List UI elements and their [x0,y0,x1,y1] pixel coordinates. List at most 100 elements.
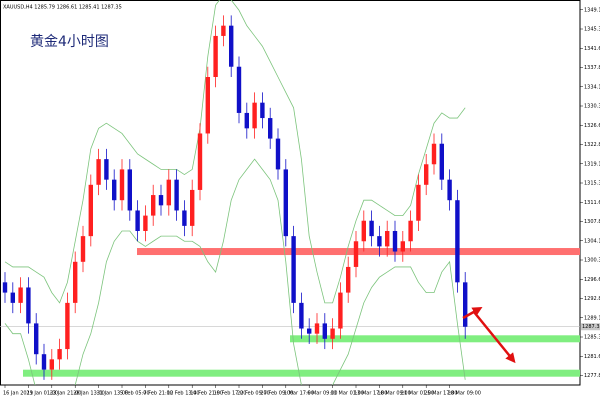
y-tick-label: 1319.10 [584,161,600,167]
candle-body [229,25,234,67]
y-tick-label: 1300.35 [584,258,600,264]
x-tick-label: 22 Feb 09:00 [237,391,270,397]
candle-body [205,77,210,134]
x-tick-label: 13 Mar 17:00 [354,391,387,397]
last-price-box [581,323,600,331]
candle-body [455,200,460,283]
candle-body [268,118,273,139]
candle-body [353,241,359,267]
candle-body [307,328,312,334]
y-tick-label: 1307.85 [584,219,600,225]
candle-body [385,231,390,247]
candle-body [377,236,382,247]
candle-body [158,195,164,206]
candle-body [18,287,23,303]
x-tick-label: 1 Mar 17:00 [284,391,314,397]
candle-body [291,236,296,303]
candle-body [260,102,265,119]
candle-body [2,282,8,293]
candle-body [65,302,70,350]
level-band [23,369,580,377]
arrow [473,311,516,364]
y-tick-label: 1281.60 [584,354,600,360]
candle-body [221,25,226,36]
bollinger-lower [4,158,466,385]
candle-body [174,179,179,211]
candle-body [299,302,304,329]
candle-body [80,236,86,262]
x-tick-label: 11 Mar 01:00 [331,391,364,397]
candle-body [424,164,429,185]
candle-body [283,169,288,237]
x-tick-label: 21 Jan 01:00 [26,391,58,397]
candle-body [96,159,101,185]
arrow [462,307,483,320]
x-tick-label: 6 Mar 09:00 [307,391,337,397]
candle-body [330,328,335,339]
x-tick-label: 5 Feb 05:00 [120,391,150,397]
x-tick-label: 16 Jan 2019 [3,391,33,397]
y-tick-label: 1345.35 [584,27,600,33]
candle-body [34,323,39,355]
y-tick-label: 1326.60 [584,123,600,129]
y-tick-label: 1289.10 [584,315,600,321]
candle-body [416,184,421,221]
candle-body [119,169,125,201]
candle-body [322,323,327,339]
candle-body [252,102,257,129]
candle-body [338,292,343,329]
candle-body [57,349,62,360]
candle-body [166,179,171,206]
candle-body [408,220,413,242]
x-tick-label: 25 Mar 17:00 [424,391,457,397]
x-tick-label: 28 Mar 09:00 [448,391,481,397]
candle-body [275,138,281,170]
candle-body [361,220,366,242]
candle-body [400,241,405,252]
y-tick-label: 1277.85 [584,373,600,379]
x-tick-label: 21 Mar 01:00 [401,391,434,397]
plot-area [0,0,580,385]
candle-body [182,210,187,226]
y-tick-label: 1315.35 [584,181,600,187]
y-tick-label: 1337.85 [584,65,600,71]
candle-body [213,35,218,77]
last-price-label: 1287.35 [582,324,600,330]
y-tick-label: 1341.60 [584,46,600,52]
x-tick-label: 18 Mar 09:00 [377,391,410,397]
x-tick-label: 27 Feb 09:00 [260,391,293,397]
candle-body [369,220,374,237]
candle-body [10,292,15,303]
candle-body [197,133,203,190]
x-tick-label: 14 Feb 21:00 [190,391,223,397]
candle-body [431,143,437,165]
candle-body [346,266,351,293]
x-tick-label: 28 Jan 13:00 [73,391,105,397]
candle-body [392,231,398,252]
y-tick-label: 1334.10 [584,84,600,90]
candle-body [26,287,31,324]
candle-body [463,282,468,327]
y-tick-label: 1285.35 [584,335,600,341]
level-band [137,248,580,256]
plot-frame [0,0,581,386]
candle-body [143,215,148,231]
y-tick-label: 1292.85 [584,296,600,302]
candle-body [88,184,93,237]
candle-body [73,261,78,303]
candle-body [49,359,54,370]
y-tick-label: 1322.85 [584,142,600,148]
candle-body [439,143,444,180]
candle-body [190,189,195,226]
candle-body [244,112,249,129]
candle-body [314,323,320,334]
candle-body [104,159,109,180]
y-tick-label: 1349.10 [584,7,600,13]
symbol-info: XAUUSD,H4 1285.79 1286.61 1285.41 1287.3… [3,5,122,11]
y-tick-label: 1311.60 [584,200,600,206]
chart-title: 黄金4小时图 [30,33,109,50]
x-tick-label: 19 Feb 17:00 [214,391,247,397]
x-tick-label: 31 Jan 13:00 [97,391,129,397]
level-band [290,335,580,343]
